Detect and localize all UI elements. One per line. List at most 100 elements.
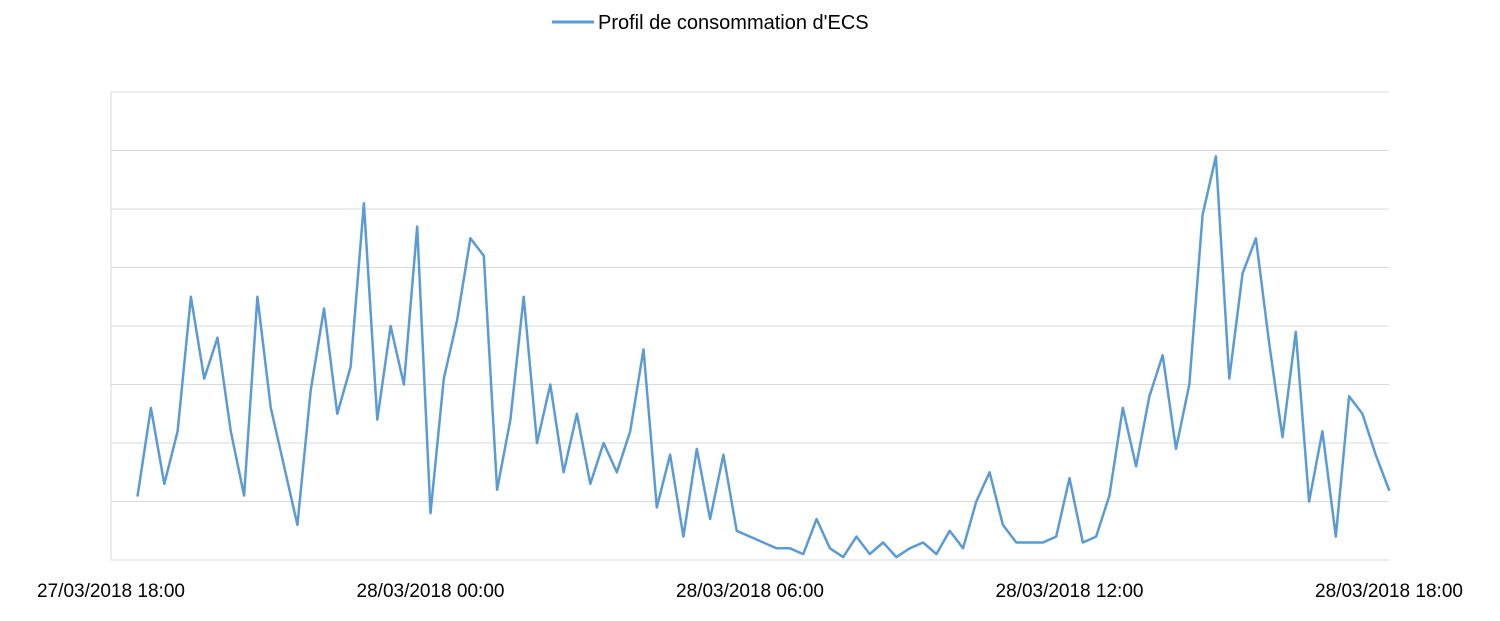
- data-point: [136, 494, 139, 497]
- data-point: [1348, 395, 1350, 398]
- data-point: [1254, 237, 1257, 240]
- data-point: [402, 383, 405, 386]
- data-point: [482, 254, 485, 257]
- data-point: [1321, 430, 1324, 433]
- data-point: [509, 418, 512, 421]
- data-point: [1281, 436, 1284, 439]
- data-point: [815, 518, 818, 520]
- data-point: [256, 295, 259, 298]
- data-point: [975, 500, 978, 503]
- x-tick-label: 27/03/2018 18:00: [37, 581, 185, 602]
- x-tick-label: 28/03/2018 12:00: [996, 581, 1144, 602]
- data-point: [1374, 453, 1377, 456]
- data-point: [868, 553, 871, 556]
- data-point: [908, 547, 911, 550]
- data-point: [988, 471, 991, 474]
- data-point: [1161, 354, 1164, 357]
- data-point: [1002, 524, 1004, 526]
- data-point: [429, 512, 432, 515]
- data-point: [269, 407, 272, 409]
- data-point: [243, 494, 246, 497]
- data-point: [669, 453, 672, 456]
- data-point: [363, 202, 365, 205]
- data-point: [749, 535, 751, 538]
- data-point: [349, 366, 352, 368]
- data-point: [1188, 383, 1191, 386]
- data-point: [1268, 342, 1271, 345]
- chart-legend: Profil de consommation d'ECS: [552, 12, 869, 34]
- data-point: [722, 453, 725, 456]
- data-point: [376, 418, 379, 421]
- data-point: [389, 325, 392, 327]
- data-point: [1121, 407, 1124, 409]
- axes: [110, 92, 1389, 561]
- data-point: [283, 465, 285, 468]
- data-point: [536, 442, 538, 444]
- x-tick-label: 28/03/2018 00:00: [357, 581, 505, 602]
- data-point: [1095, 535, 1098, 538]
- x-axis-tick-labels: 27/03/2018 18:00 28/03/2018 00:00 28/03/20…: [37, 581, 1463, 602]
- data-point: [615, 471, 618, 474]
- data-point: [576, 412, 578, 415]
- x-tick-label: 28/03/2018 06:00: [676, 581, 824, 602]
- data-point: [1241, 272, 1244, 275]
- data-point: [323, 307, 325, 310]
- data-point: [1148, 395, 1151, 398]
- data-point: [1055, 535, 1058, 538]
- data-point: [442, 377, 445, 380]
- data-point: [642, 348, 645, 351]
- data-point: [655, 506, 658, 509]
- data-point: [682, 535, 685, 538]
- data-point: [1294, 330, 1297, 333]
- data-point: [1081, 541, 1084, 544]
- data-point: [1068, 477, 1071, 479]
- data-point: [163, 483, 166, 485]
- data-point: [589, 483, 592, 485]
- data-point: [296, 524, 299, 526]
- data-point: [762, 541, 765, 544]
- data-point: [189, 295, 192, 298]
- data-point: [216, 336, 219, 339]
- series-line: [136, 155, 1391, 559]
- data-point: [309, 389, 312, 392]
- data-point: [1215, 155, 1217, 158]
- data-point: [176, 430, 179, 433]
- data-point: [695, 447, 698, 450]
- data-point: [602, 442, 605, 444]
- data-point: [203, 377, 206, 380]
- data-point: [469, 237, 472, 240]
- data-point: [416, 225, 419, 228]
- data-point: [922, 541, 924, 544]
- data-point: [709, 518, 711, 520]
- data-point: [456, 319, 459, 322]
- data-point: [948, 529, 951, 532]
- gridlines: [111, 91, 1389, 502]
- data-point: [336, 412, 339, 415]
- data-point: [855, 535, 858, 538]
- data-point: [549, 383, 552, 386]
- data-point: [1334, 535, 1337, 538]
- data-point: [1108, 494, 1111, 497]
- data-point: [1015, 541, 1018, 544]
- data-point: [1041, 541, 1044, 544]
- data-point: [1228, 377, 1231, 380]
- data-point: [1135, 465, 1137, 468]
- data-point: [789, 547, 791, 550]
- data-point: [828, 547, 831, 550]
- data-point: [802, 553, 805, 556]
- series-layer: [136, 155, 1391, 559]
- data-point: [1388, 488, 1390, 491]
- legend-label: Profil de consommation d'ECS: [598, 12, 869, 34]
- data-point: [1028, 541, 1031, 544]
- data-point: [935, 553, 938, 556]
- data-point: [150, 407, 152, 409]
- data-point: [496, 488, 498, 491]
- data-point: [775, 547, 778, 550]
- data-point: [882, 541, 885, 544]
- data-point: [522, 295, 525, 298]
- data-point: [562, 471, 565, 474]
- data-point: [1175, 447, 1177, 450]
- data-point: [735, 529, 738, 532]
- data-point: [1361, 412, 1364, 415]
